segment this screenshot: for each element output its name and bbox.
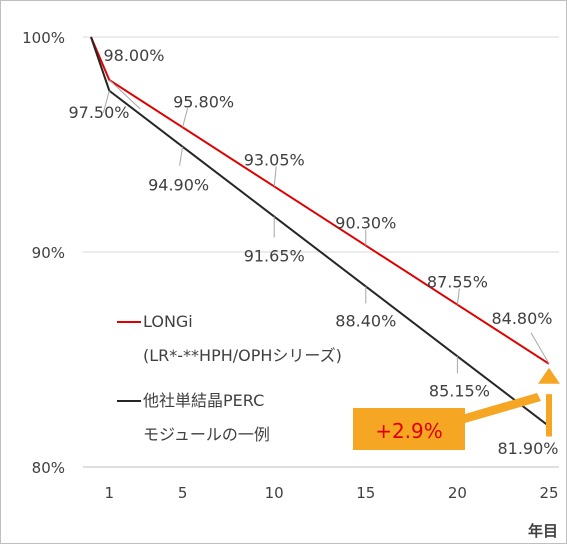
longi-data-label: 98.00% [103, 46, 164, 65]
perc-data-label: 81.90% [497, 439, 558, 458]
leader-line [102, 90, 110, 113]
y-tick-label: 100% [22, 29, 65, 47]
gain-arrow-shaft [546, 394, 552, 437]
leader-line [182, 108, 189, 128]
annotation-box [353, 408, 465, 450]
leader-line [530, 332, 550, 365]
longi-data-label: 95.80% [173, 92, 234, 111]
annotation-label: +2.9% [375, 419, 443, 443]
longi-data-label: 90.30% [335, 214, 396, 233]
leader-line [179, 146, 184, 166]
x-tick-label: 20 [448, 484, 467, 502]
longi-data-label: 87.55% [427, 273, 488, 292]
x-tick-label: 15 [356, 484, 375, 502]
gain-arrow-head [538, 367, 560, 384]
y-tick-label: 90% [32, 244, 65, 262]
legend-longi-label: LONGi [143, 312, 193, 331]
legend-perc-sublabel: モジュールの一例 [143, 425, 270, 444]
x-axis-unit-label: 年目 [528, 522, 558, 540]
x-tick-label: 10 [265, 484, 284, 502]
series-line-perc [90, 36, 550, 427]
legend-perc-label: 他社単結晶PERC [143, 391, 264, 410]
y-tick-label: 80% [32, 459, 65, 477]
perc-data-label: 85.15% [429, 381, 490, 400]
leader-line [273, 166, 277, 187]
perc-data-label: 91.65% [244, 247, 305, 266]
perc-data-label: 88.40% [335, 311, 396, 330]
longi-data-label: 93.05% [244, 150, 305, 169]
x-tick-label: 25 [539, 484, 558, 502]
leader-line [456, 288, 460, 305]
perc-data-label: 94.90% [148, 176, 209, 195]
perc-data-label: 97.50% [68, 103, 129, 122]
legend-longi-sublabel: (LR*-**HPH/OPHシリーズ) [143, 346, 342, 365]
longi-data-label: 84.80% [491, 309, 552, 328]
annotation-pointer [465, 393, 541, 423]
x-tick-label: 5 [178, 484, 188, 502]
x-tick-label: 1 [105, 484, 115, 502]
leader-line [108, 79, 141, 110]
